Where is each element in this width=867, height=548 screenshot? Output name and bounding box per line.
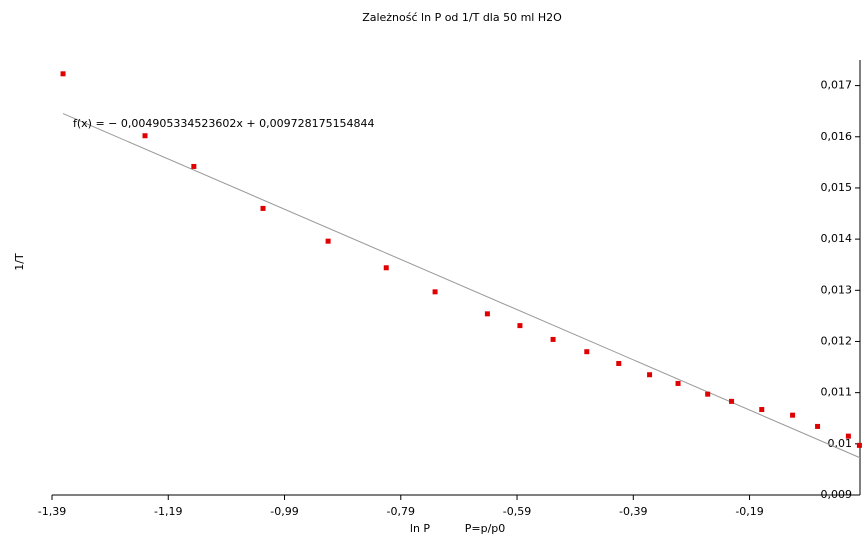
y-tick-label: 0,015 — [821, 181, 853, 194]
point — [815, 423, 821, 429]
chart-title: Zależność ln P od 1/T dla 50 ml H2O — [362, 11, 562, 24]
point — [383, 265, 389, 271]
point — [584, 349, 590, 355]
point — [845, 433, 851, 439]
point — [60, 71, 66, 77]
point — [856, 442, 862, 448]
point — [484, 311, 490, 317]
trendline — [62, 113, 861, 459]
x-tick-label: -0,79 — [387, 505, 415, 518]
point — [517, 323, 523, 329]
x-tick-label: -0,19 — [735, 505, 763, 518]
x-tick-label: -0,59 — [503, 505, 531, 518]
y-tick-label: 0,011 — [821, 386, 853, 399]
y-tick-label: 0,012 — [821, 334, 853, 347]
point — [675, 380, 681, 386]
x-axis-label: ln P — [410, 522, 431, 535]
point — [142, 133, 148, 139]
x-tick-label: -1,19 — [154, 505, 182, 518]
point — [550, 336, 556, 342]
point — [191, 163, 197, 169]
y-tick-label: 0,009 — [821, 488, 853, 501]
trendline-equation: f(x) = − 0,004905334523602x + 0,00972817… — [73, 117, 375, 130]
x-tick-label: -0,39 — [619, 505, 647, 518]
y-tick-label: 0,014 — [821, 232, 853, 245]
point — [705, 391, 711, 397]
point — [759, 407, 765, 413]
x-axis-note: P=p/p0 — [465, 522, 506, 535]
point — [729, 398, 735, 404]
point — [432, 289, 438, 295]
y-tick-label: 0,01 — [828, 437, 853, 450]
x-tick-label: -0,99 — [270, 505, 298, 518]
point — [616, 360, 622, 366]
point — [790, 412, 796, 418]
y-axis-label: 1/T — [13, 253, 26, 271]
point — [647, 372, 653, 378]
point — [325, 238, 331, 244]
y-tick-label: 0,017 — [821, 79, 853, 92]
y-tick-label: 0,013 — [821, 283, 853, 296]
point — [260, 205, 266, 211]
x-tick-label: -1,39 — [38, 505, 66, 518]
y-tick-label: 0,016 — [821, 130, 853, 143]
